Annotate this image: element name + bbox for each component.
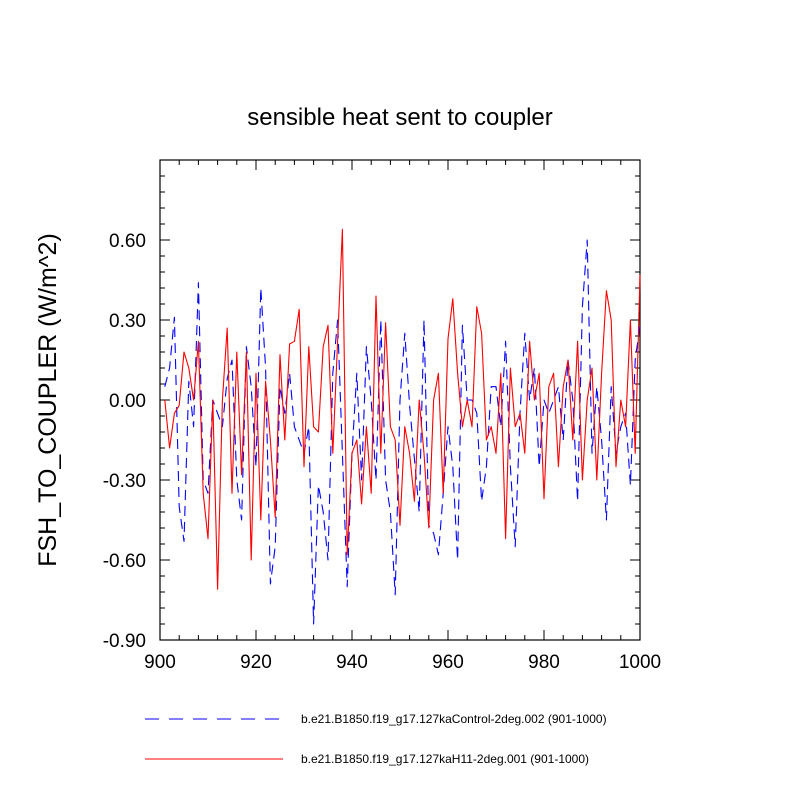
series-line-2 xyxy=(164,228,641,590)
y-tick-label: -0.90 xyxy=(103,631,146,652)
x-tick-label: 900 xyxy=(144,652,176,673)
y-tick-label: 0.30 xyxy=(109,311,146,332)
y-tick-label: -0.60 xyxy=(103,551,146,572)
x-tick-label: 940 xyxy=(336,652,368,673)
plot-area: 900 920 940 960 980 1000 -0.90 -0.60 -0.30 0.00 0.… xyxy=(103,159,661,673)
y-tick-label: 0.60 xyxy=(109,231,146,252)
legend-label-2: b.e21.B1850.f19_g17.127kaH11-2deg.001 (9… xyxy=(301,752,589,766)
x-tick-label: 960 xyxy=(432,652,464,673)
x-tick-label: 980 xyxy=(528,652,560,673)
chart-title: sensible heat sent to coupler xyxy=(247,104,553,131)
legend: b.e21.B1850.f19_g17.127kaControl-2deg.00… xyxy=(145,712,607,766)
legend-label-1: b.e21.B1850.f19_g17.127kaControl-2deg.00… xyxy=(301,712,607,726)
y-tick-label: 0.00 xyxy=(109,391,146,412)
y-tick-label: -0.30 xyxy=(103,471,146,492)
y-axis-label: FSH_TO_COUPLER (W/m^2) xyxy=(34,233,62,567)
x-tick-label: 1000 xyxy=(619,652,661,673)
x-tick-label: 920 xyxy=(240,652,272,673)
series-line-1 xyxy=(164,239,641,625)
